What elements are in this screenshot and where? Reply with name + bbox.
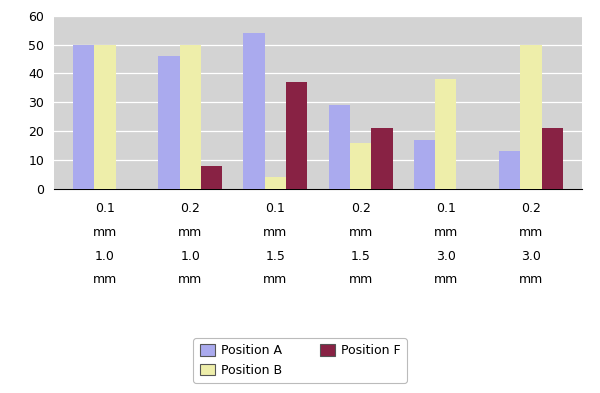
Text: 0.1: 0.1 xyxy=(265,202,286,215)
Text: mm: mm xyxy=(434,226,458,239)
Text: mm: mm xyxy=(178,226,202,239)
Bar xyxy=(520,44,542,189)
Bar xyxy=(414,140,435,189)
Bar xyxy=(94,44,116,189)
Bar xyxy=(179,44,201,189)
Text: 0.2: 0.2 xyxy=(181,202,200,215)
Legend: Position A, Position B, Position F: Position A, Position B, Position F xyxy=(193,338,407,383)
Bar xyxy=(286,82,307,189)
Bar xyxy=(435,79,457,189)
Text: 1.5: 1.5 xyxy=(265,250,286,263)
Text: 0.2: 0.2 xyxy=(521,202,541,215)
Bar xyxy=(499,151,520,189)
Text: 0.1: 0.1 xyxy=(436,202,455,215)
Text: mm: mm xyxy=(263,226,287,239)
Text: mm: mm xyxy=(93,273,117,286)
Text: mm: mm xyxy=(434,273,458,286)
Text: 0.1: 0.1 xyxy=(95,202,115,215)
Bar xyxy=(265,177,286,189)
Text: mm: mm xyxy=(349,273,373,286)
Bar xyxy=(371,128,392,189)
Text: 1.0: 1.0 xyxy=(95,250,115,263)
Bar xyxy=(542,128,563,189)
Bar xyxy=(350,143,371,189)
Bar xyxy=(158,56,179,189)
Text: mm: mm xyxy=(93,226,117,239)
Text: 1.0: 1.0 xyxy=(181,250,200,263)
Text: 0.2: 0.2 xyxy=(350,202,371,215)
Text: mm: mm xyxy=(263,273,287,286)
Text: mm: mm xyxy=(349,226,373,239)
Text: mm: mm xyxy=(519,273,543,286)
Bar xyxy=(73,44,94,189)
Bar xyxy=(244,33,265,189)
Text: mm: mm xyxy=(178,273,202,286)
Text: 1.5: 1.5 xyxy=(350,250,371,263)
Text: mm: mm xyxy=(519,226,543,239)
Text: 3.0: 3.0 xyxy=(436,250,455,263)
Text: 3.0: 3.0 xyxy=(521,250,541,263)
Bar xyxy=(329,105,350,189)
Bar xyxy=(201,165,222,189)
